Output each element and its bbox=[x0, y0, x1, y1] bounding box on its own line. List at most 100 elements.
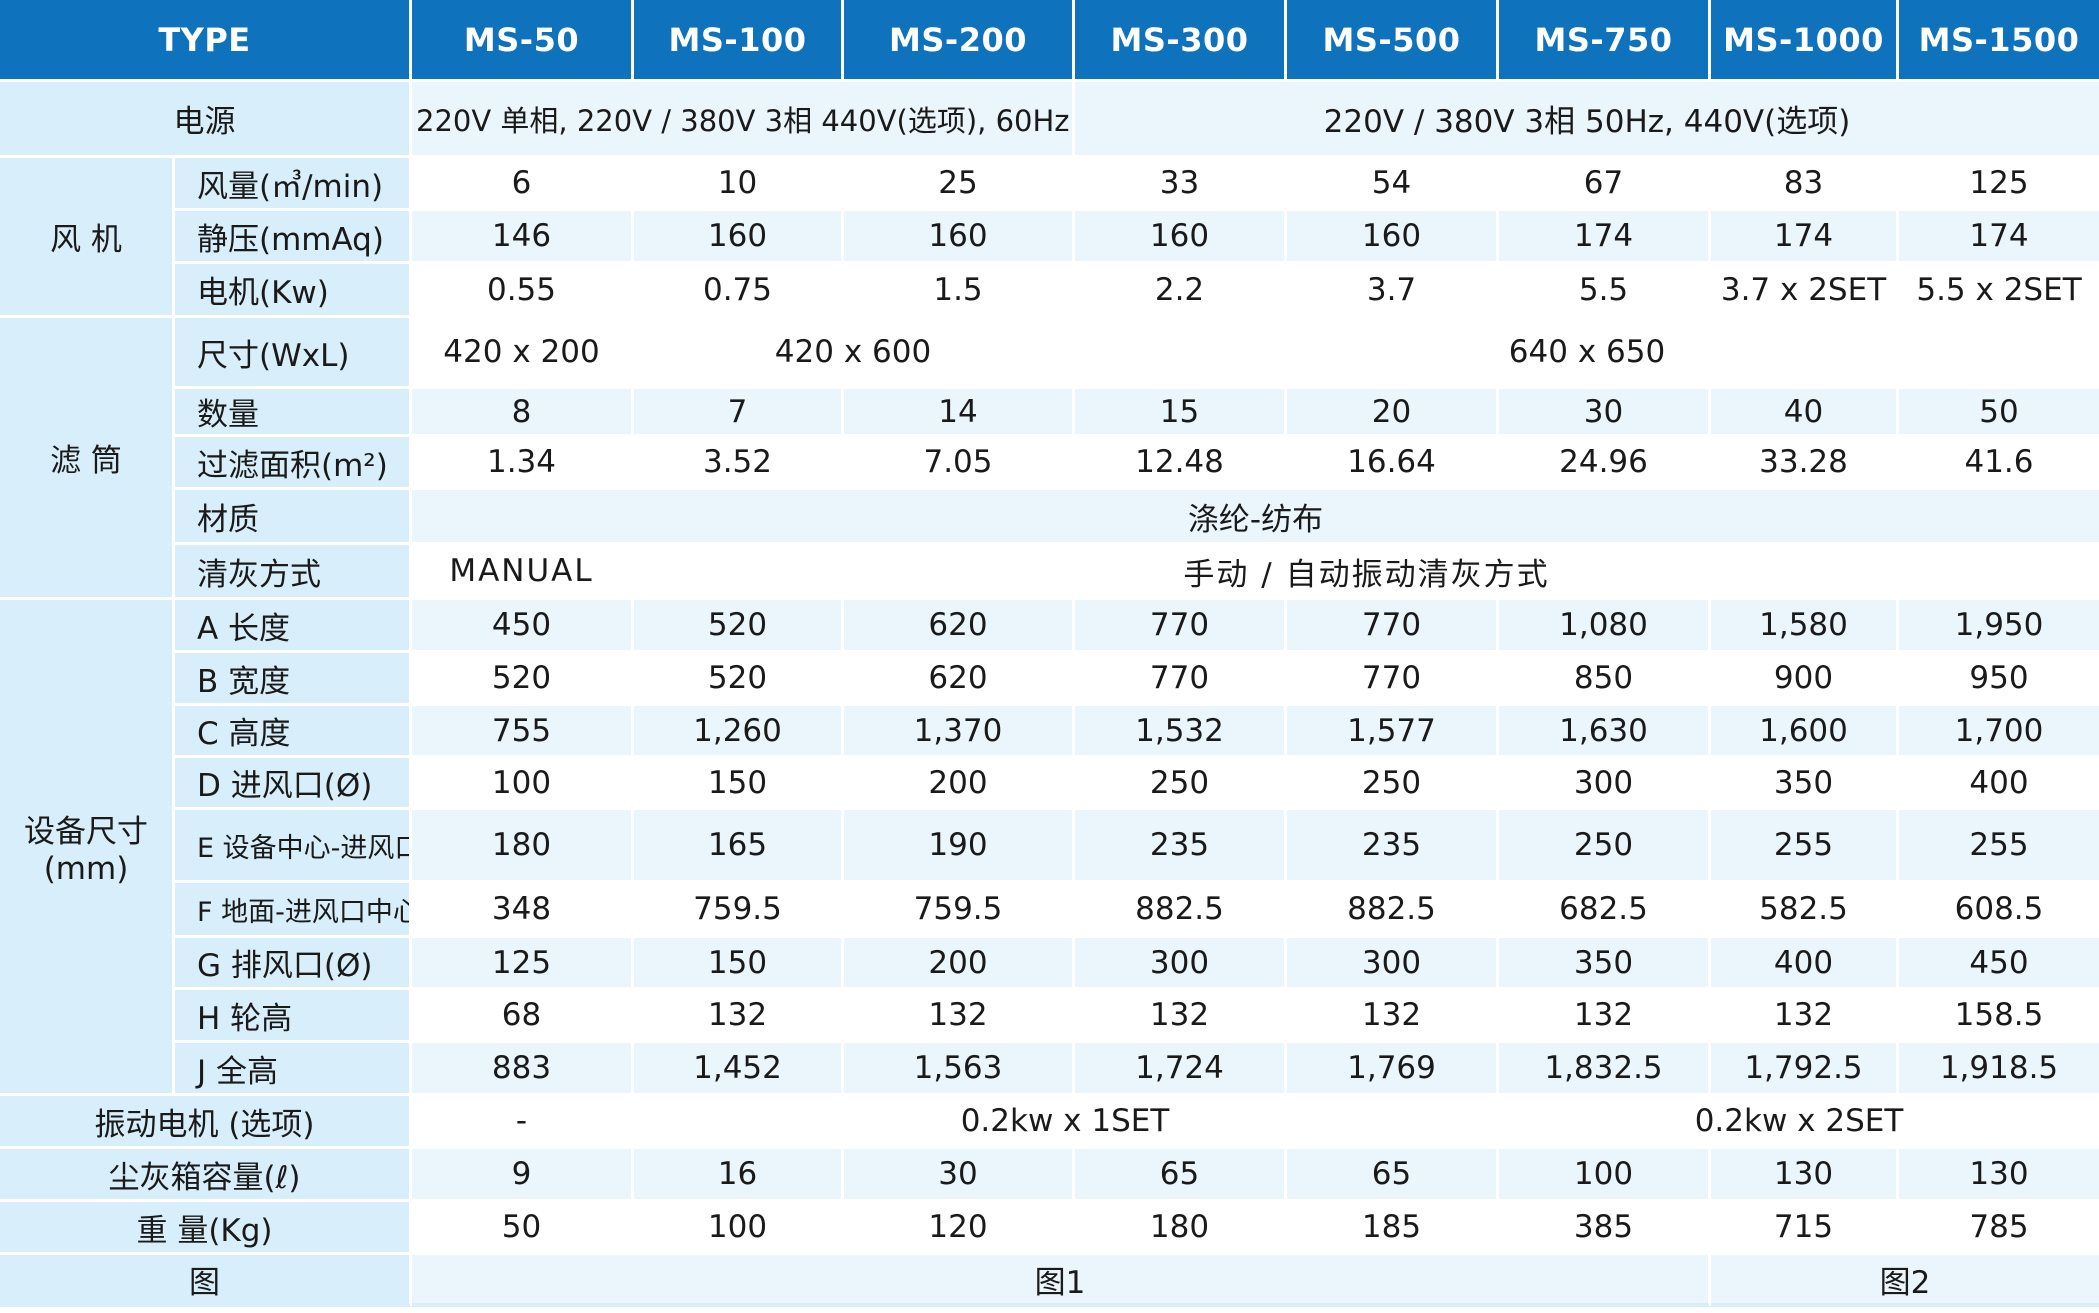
model-header-ms-1000: MS-1000 bbox=[1711, 0, 1899, 82]
dimension-value: 883 bbox=[412, 1043, 634, 1096]
dimension-value: 165 bbox=[634, 810, 844, 883]
dimension-value: 400 bbox=[1711, 938, 1899, 990]
vibration-value: 0.2kw x 1SET bbox=[634, 1096, 1499, 1149]
fan-airflow-value: 54 bbox=[1287, 158, 1499, 211]
dimension-value: 150 bbox=[634, 938, 844, 990]
dimension-label: H 轮高 bbox=[175, 990, 412, 1043]
dimension-value: 1,918.5 bbox=[1899, 1043, 2099, 1096]
dimension-value: 132 bbox=[1499, 990, 1711, 1043]
filter-material-label: 材质 bbox=[175, 490, 412, 545]
fan-pressure-value: 174 bbox=[1899, 211, 2099, 264]
filter-count-value: 50 bbox=[1899, 389, 2099, 437]
dimension-value: 850 bbox=[1499, 653, 1711, 706]
fan-group-label: 风 机 bbox=[0, 158, 175, 318]
filter-cleaning-value: 手动 / 自动振动清灰方式 bbox=[634, 545, 2099, 600]
filter-area-value: 12.48 bbox=[1075, 437, 1287, 490]
dust-box-value: 65 bbox=[1287, 1149, 1499, 1202]
dimension-value: 759.5 bbox=[634, 883, 844, 938]
filter-count-value: 30 bbox=[1499, 389, 1711, 437]
model-header-ms-200: MS-200 bbox=[844, 0, 1075, 82]
dimensions-group-label: 设备尺寸 (mm) bbox=[0, 600, 175, 1096]
dimension-value: 132 bbox=[1287, 990, 1499, 1043]
type-header: TYPE bbox=[0, 0, 412, 82]
filter-area-value: 1.34 bbox=[412, 437, 634, 490]
dimension-value: 255 bbox=[1899, 810, 2099, 883]
weight-row: 重 量(Kg) 50 100 120 180 185 385 715 785 bbox=[0, 1202, 2099, 1255]
header-row: TYPE MS-50 MS-100 MS-200 MS-300 MS-500 M… bbox=[0, 0, 2099, 82]
dimension-value: 1,260 bbox=[634, 706, 844, 758]
filter-area-label: 过滤面积(m²) bbox=[175, 437, 412, 490]
fan-pressure-value: 174 bbox=[1499, 211, 1711, 264]
dimension-value: 235 bbox=[1075, 810, 1287, 883]
dimension-label: C 高度 bbox=[175, 706, 412, 758]
weight-value: 180 bbox=[1075, 1202, 1287, 1255]
dimension-value: 450 bbox=[1899, 938, 2099, 990]
dimension-value: 608.5 bbox=[1899, 883, 2099, 938]
weight-value: 185 bbox=[1287, 1202, 1499, 1255]
model-header-ms-500: MS-500 bbox=[1287, 0, 1499, 82]
weight-value: 100 bbox=[634, 1202, 844, 1255]
fan-airflow-value: 125 bbox=[1899, 158, 2099, 211]
dimension-value: 770 bbox=[1075, 600, 1287, 653]
model-header-ms-50: MS-50 bbox=[412, 0, 634, 82]
dimension-value: 1,724 bbox=[1075, 1043, 1287, 1096]
dust-box-value: 130 bbox=[1711, 1149, 1899, 1202]
dimension-value: 1,532 bbox=[1075, 706, 1287, 758]
figure-reference: 图1 bbox=[412, 1255, 1711, 1307]
dimension-value: 255 bbox=[1711, 810, 1899, 883]
fan-pressure-value: 174 bbox=[1711, 211, 1899, 264]
fan-pressure-value: 160 bbox=[1287, 211, 1499, 264]
dimensions-group-unit: (mm) bbox=[43, 851, 129, 887]
fan-pressure-row: 静压(mmAq) 146 160 160 160 160 174 174 174 bbox=[0, 211, 2099, 264]
dimension-value: 190 bbox=[844, 810, 1075, 883]
dimension-value: 1,832.5 bbox=[1499, 1043, 1711, 1096]
weight-label: 重 量(Kg) bbox=[0, 1202, 412, 1255]
fan-pressure-value: 160 bbox=[634, 211, 844, 264]
dimension-value: 770 bbox=[1287, 600, 1499, 653]
dimension-value: 132 bbox=[1075, 990, 1287, 1043]
model-header-ms-1500: MS-1500 bbox=[1899, 0, 2099, 82]
dimension-value: 180 bbox=[412, 810, 634, 883]
fan-airflow-row: 风 机 风量(㎥/min) 6 10 25 33 54 67 83 125 bbox=[0, 158, 2099, 318]
figure-row: 图 图1 图2 bbox=[0, 1255, 2099, 1307]
fan-motor-value: 0.75 bbox=[634, 264, 844, 318]
filter-count-value: 14 bbox=[844, 389, 1075, 437]
dust-box-value: 130 bbox=[1899, 1149, 2099, 1202]
filter-group-label: 滤 筒 bbox=[0, 318, 175, 600]
dimension-value: 1,370 bbox=[844, 706, 1075, 758]
model-header-ms-100: MS-100 bbox=[634, 0, 844, 82]
weight-value: 50 bbox=[412, 1202, 634, 1255]
dimension-label: D 进风口(Ø) bbox=[175, 758, 412, 810]
dimension-value: 1,792.5 bbox=[1711, 1043, 1899, 1096]
dimension-value: 520 bbox=[634, 600, 844, 653]
dimension-value: 1,452 bbox=[634, 1043, 844, 1096]
dimension-row: H 轮高 68 132 132 132 132 132 132 158.5 bbox=[0, 990, 2099, 1043]
dimension-value: 1,950 bbox=[1899, 600, 2099, 653]
dimension-label: F 地面-进风口中心 bbox=[175, 883, 412, 938]
dimension-value: 200 bbox=[844, 758, 1075, 810]
dimension-label: B 宽度 bbox=[175, 653, 412, 706]
filter-material-row: 材质 涤纶-纺布 bbox=[0, 490, 2099, 545]
dimension-row: D 进风口(Ø) 100 150 200 250 250 300 350 400 bbox=[0, 758, 2099, 810]
dimension-value: 132 bbox=[634, 990, 844, 1043]
fan-motor-value: 0.55 bbox=[412, 264, 634, 318]
dust-box-label: 尘灰箱容量(ℓ) bbox=[0, 1149, 412, 1202]
dimension-value: 1,769 bbox=[1287, 1043, 1499, 1096]
power-label: 电源 bbox=[0, 82, 412, 158]
vibration-label: 振动电机 (选项) bbox=[0, 1096, 412, 1149]
dimension-value: 770 bbox=[1075, 653, 1287, 706]
dimension-value: 68 bbox=[412, 990, 634, 1043]
dimension-value: 1,577 bbox=[1287, 706, 1499, 758]
fan-airflow-value: 10 bbox=[634, 158, 844, 211]
dimension-value: 620 bbox=[844, 653, 1075, 706]
dust-box-value: 30 bbox=[844, 1149, 1075, 1202]
dimension-value: 400 bbox=[1899, 758, 2099, 810]
dimension-value: 132 bbox=[1711, 990, 1899, 1043]
dust-box-value: 16 bbox=[634, 1149, 844, 1202]
dust-box-row: 尘灰箱容量(ℓ) 9 16 30 65 65 100 130 130 bbox=[0, 1149, 2099, 1202]
dimension-value: 1,080 bbox=[1499, 600, 1711, 653]
dimension-label: J 全高 bbox=[175, 1043, 412, 1096]
dimension-value: 350 bbox=[1711, 758, 1899, 810]
dimensions-group-title: 设备尺寸 bbox=[24, 814, 148, 850]
dimension-value: 300 bbox=[1287, 938, 1499, 990]
